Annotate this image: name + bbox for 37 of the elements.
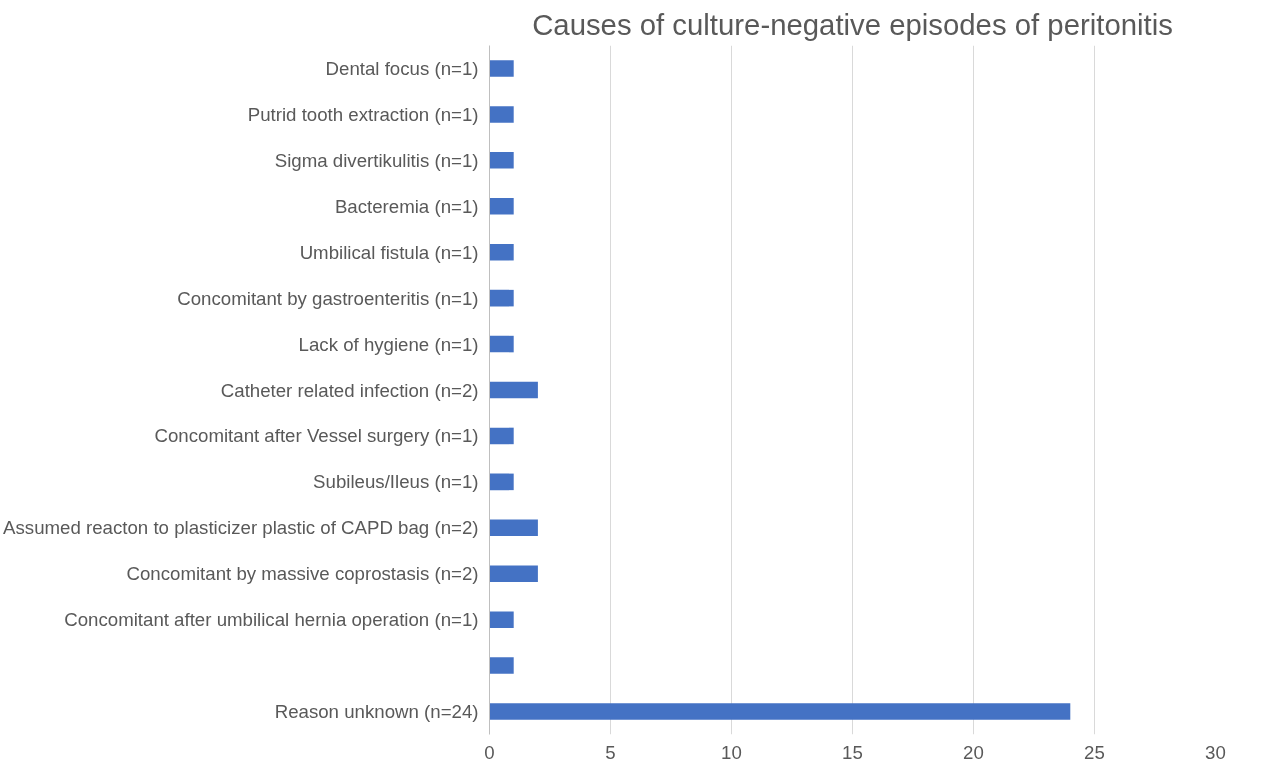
y-tick-label: Subileus/Ileus (n=1) (313, 471, 479, 493)
x-tick-label: 20 (963, 741, 984, 763)
bar (489, 703, 1071, 720)
y-tick-label: Concomitant after Vessel surgery (n=1) (154, 425, 479, 447)
x-tick-label: 10 (721, 741, 742, 763)
bar (489, 473, 514, 491)
bar (489, 611, 514, 628)
y-tick-label: Concomitant by massive coprostasis (n=2) (126, 563, 479, 585)
bar (489, 565, 538, 582)
bar (489, 657, 514, 674)
bar (489, 519, 538, 537)
bar (489, 427, 514, 445)
y-tick-label: Putrid tooth extraction (n=1) (247, 103, 479, 125)
bar (489, 152, 514, 169)
bar (489, 243, 514, 261)
x-tick-label: 25 (1084, 741, 1105, 763)
bar (489, 381, 538, 399)
bar (489, 198, 514, 215)
x-tick-label: 0 (484, 741, 495, 763)
x-tick-label: 15 (842, 741, 863, 763)
bar (489, 335, 514, 353)
y-tick-label: Assumed reacton to plasticizer plastic of CAPD bag (n=2) (3, 517, 479, 539)
y-tick-label: Dental focus (n=1) (325, 57, 479, 79)
y-tick-label: Umbilical fistula (n=1) (299, 241, 479, 263)
x-tick-label: 5 (605, 741, 616, 763)
y-tick-label: Concomitant by gastroenteritis (n=1) (177, 287, 479, 309)
y-tick-label: Catheter related infection (n=2) (220, 379, 479, 401)
chart-title: Causes of culture-negative episodes of peritonitis (532, 7, 1173, 41)
bar (489, 289, 514, 307)
y-tick-label: Concomitant after umbilical hernia operation (n=1) (64, 609, 479, 631)
y-tick-label: Lack of hygiene (n=1) (298, 333, 479, 355)
y-tick-label: Sigma divertikulitis (n=1) (274, 149, 479, 171)
bar (489, 106, 514, 123)
y-tick-label: Reason unknown (n=24) (274, 701, 479, 723)
x-tick-label: 30 (1205, 741, 1226, 763)
y-tick-label: Bacteremia (n=1) (334, 195, 479, 217)
bar (489, 60, 514, 77)
